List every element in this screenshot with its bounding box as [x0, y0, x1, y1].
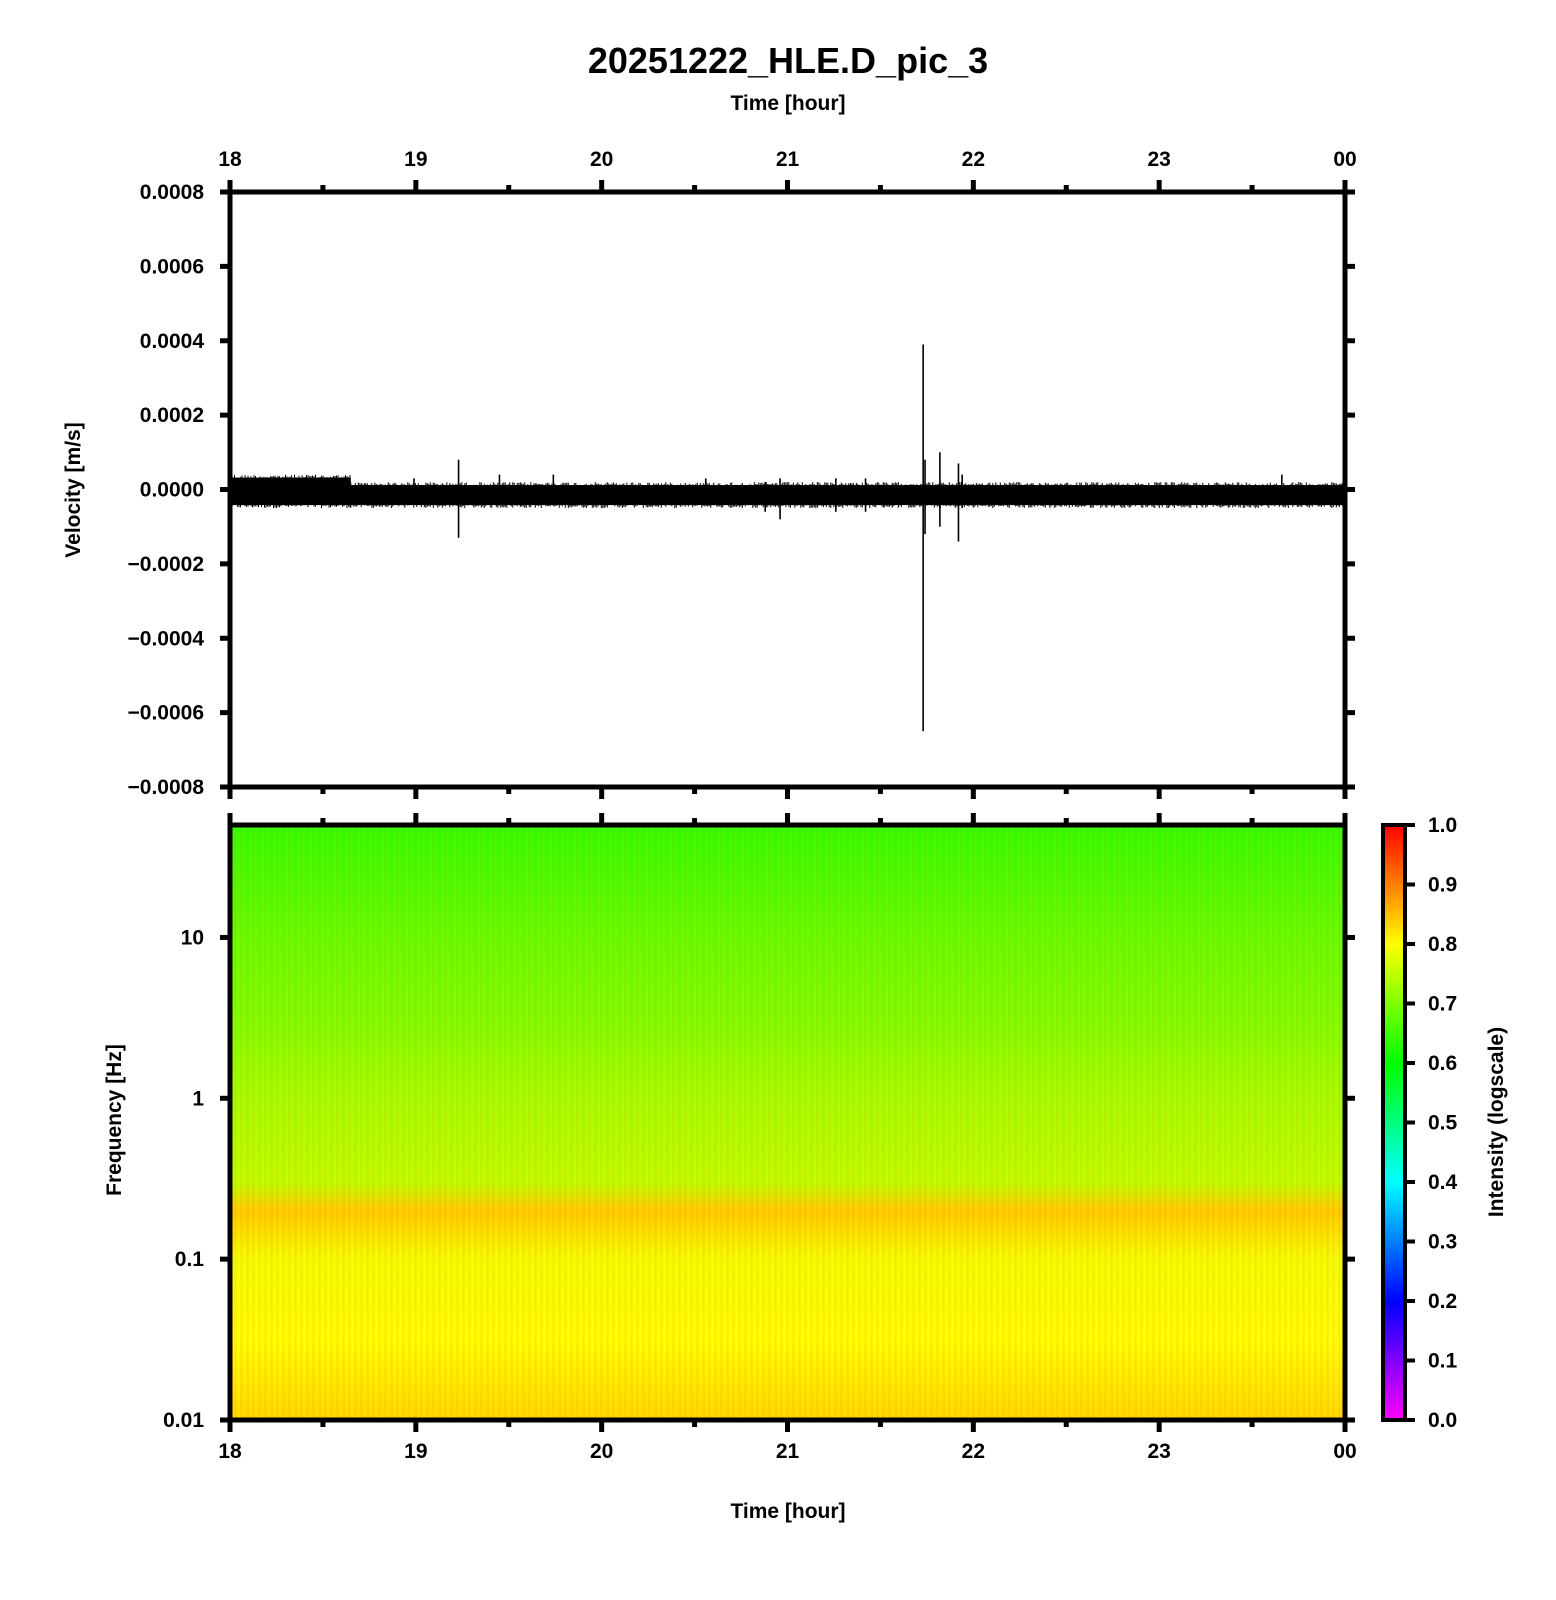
waveform-y-tick-label: 0.0006	[140, 255, 204, 278]
colorbar-title: Intensity (logscale)	[1485, 1027, 1508, 1217]
waveform-noise-trace	[350, 482, 1345, 509]
colorbar-tick-label: 0.0	[1428, 1409, 1457, 1432]
spectrogram-bottom-x-tick-label: 00	[1333, 1440, 1356, 1463]
waveform-y-tick-label: 0.0000	[140, 479, 204, 502]
waveform-top-x-tick-label: 00	[1333, 148, 1356, 171]
waveform-noise-trace	[229, 474, 351, 509]
colorbar-tick-label: 0.5	[1428, 1112, 1458, 1135]
spectrogram-bottom-x-tick-label: 21	[776, 1440, 800, 1463]
spectrogram-y-tick-label: 0.01	[163, 1409, 204, 1432]
bottom-x-axis-title: Time [hour]	[730, 1500, 845, 1523]
spectrogram-bottom-x-axis: 18 19 20 21 22 23 00	[218, 1420, 1357, 1463]
colorbar-tick-label: 0.9	[1428, 874, 1457, 897]
waveform-top-x-axis: 18 19 20 21 22 23 00	[218, 148, 1357, 192]
spectrogram-bottom-x-tick-label: 23	[1147, 1440, 1170, 1463]
waveform-y-tick-label: −0.0004	[128, 627, 205, 650]
waveform-top-x-tick-label: 23	[1147, 148, 1170, 171]
waveform-top-x-tick-label: 18	[218, 148, 242, 171]
colorbar-ticks: 1.0 0.9 0.8 0.7 0.6 0.5 0.4 0.3 0.2 0.1 0.0	[1405, 814, 1458, 1432]
waveform-y-axis: 0.0008 0.0006 0.0004 0.0002 0.0000 −0.0002 −0.…	[128, 181, 1355, 799]
waveform-trace	[229, 344, 1346, 732]
waveform-y-axis-title: Velocity [m/s]	[62, 422, 85, 557]
waveform-y-tick-label: −0.0008	[128, 776, 205, 799]
spectrogram-top-x-axis	[227, 813, 1348, 825]
spectrogram-bottom-x-tick-label: 19	[404, 1440, 427, 1463]
spectrogram-texture	[230, 825, 1345, 1420]
colorbar-gradient	[1381, 823, 1407, 1422]
waveform-y-tick-label: 0.0008	[140, 181, 205, 204]
spectrogram-panel: 10 1 0.1 0.01 18 19 20 21 22 23 00 Frequency [Hz]…	[103, 813, 1357, 1523]
waveform-y-tick-label: −0.0006	[128, 702, 205, 725]
colorbar-tick-label: 0.7	[1428, 993, 1457, 1016]
colorbar-tick-label: 0.3	[1428, 1231, 1457, 1254]
waveform-top-x-tick-label: 19	[404, 148, 427, 171]
colorbar-tick-label: 1.0	[1428, 814, 1457, 837]
waveform-y-tick-label: 0.0004	[140, 330, 205, 353]
waveform-top-x-tick-label: 20	[590, 148, 613, 171]
waveform-y-tick-label: −0.0002	[128, 553, 205, 576]
spectrogram-y-tick-label: 1	[192, 1087, 204, 1110]
colorbar-tick-label: 0.4	[1428, 1171, 1458, 1194]
spectrogram-y-tick-label: 0.1	[175, 1248, 205, 1271]
colorbar-tick-label: 0.8	[1428, 933, 1458, 956]
spectrogram-y-tick-label: 10	[181, 926, 204, 949]
waveform-y-tick-label: 0.0002	[140, 404, 204, 427]
waveform-top-x-tick-label: 22	[962, 148, 985, 171]
chart-title: 20251222_HLE.D_pic_3	[588, 40, 988, 81]
waveform-bottom-x-axis	[227, 787, 1348, 799]
spectrogram-y-axis: 10 1 0.1 0.01	[163, 926, 1355, 1432]
top-x-axis-title: Time [hour]	[730, 92, 845, 115]
waveform-panel: 0.0008 0.0006 0.0004 0.0002 0.0000 −0.0002 −0.…	[62, 148, 1357, 799]
colorbar: 1.0 0.9 0.8 0.7 0.6 0.5 0.4 0.3 0.2 0.1 0.0 Intens…	[1381, 814, 1508, 1432]
colorbar-tick-label: 0.6	[1428, 1052, 1457, 1075]
spectrogram-bottom-x-tick-label: 22	[962, 1440, 985, 1463]
spectrogram-bottom-x-tick-label: 20	[590, 1440, 613, 1463]
colorbar-tick-label: 0.2	[1428, 1290, 1457, 1313]
colorbar-tick-label: 0.1	[1428, 1350, 1458, 1373]
spectrogram-y-axis-title: Frequency [Hz]	[103, 1044, 126, 1196]
spectrogram-bottom-x-tick-label: 18	[218, 1440, 242, 1463]
waveform-top-x-tick-label: 21	[776, 148, 800, 171]
